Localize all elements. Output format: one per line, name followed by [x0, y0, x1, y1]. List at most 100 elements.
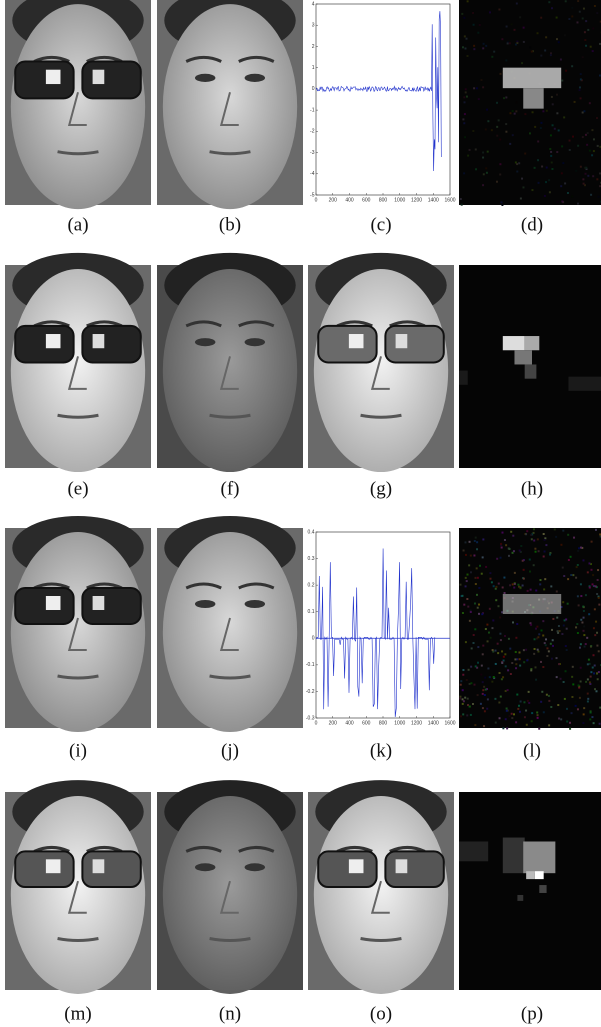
speckle [575, 626, 578, 629]
speckle [594, 528, 597, 531]
panel-caption: (h) [521, 478, 543, 499]
image-bg [459, 792, 601, 990]
speckle [560, 172, 563, 175]
speckle [533, 652, 536, 655]
speckle [594, 585, 597, 588]
speckle [599, 533, 601, 536]
speckle [469, 571, 472, 574]
speckle [543, 550, 546, 553]
speckle [511, 717, 514, 720]
speckle [561, 145, 564, 148]
speckle [459, 198, 462, 201]
speckle [546, 647, 549, 650]
speckle [494, 697, 497, 700]
speckle [531, 50, 534, 53]
x-tick-label: 600 [362, 720, 371, 726]
speckle [466, 597, 469, 600]
speckle [563, 116, 566, 119]
speckle [561, 566, 564, 569]
speckle [581, 56, 584, 59]
panel: (d) [459, 0, 601, 235]
speckle [591, 666, 594, 669]
speckle [569, 555, 572, 558]
speckle [534, 547, 537, 550]
y-tick-label: 4 [312, 1, 315, 7]
speckle [582, 629, 585, 632]
speckle [596, 644, 599, 647]
reflection [45, 859, 61, 874]
speckle [544, 49, 547, 52]
speckle [511, 583, 514, 586]
speckle [543, 588, 546, 591]
speckle [563, 619, 566, 622]
speckle [473, 683, 476, 686]
speckle [576, 595, 579, 598]
speckle [507, 547, 510, 550]
speckle [490, 581, 493, 584]
speckle [511, 110, 514, 113]
speckle [529, 46, 532, 49]
speckle [556, 616, 559, 619]
speckle [504, 665, 507, 668]
speckle [472, 11, 475, 14]
block [524, 336, 540, 351]
speckle [584, 594, 587, 597]
speckle [587, 658, 590, 661]
speckle [536, 714, 539, 717]
speckle [576, 623, 579, 626]
speckle [564, 645, 567, 648]
speckle [571, 15, 574, 18]
reflection [92, 596, 105, 610]
speckle [464, 88, 467, 91]
mouth [360, 937, 402, 942]
speckle [598, 603, 601, 606]
speckle [575, 169, 578, 172]
speckle [583, 707, 586, 710]
speckle [461, 689, 464, 692]
speckle [592, 150, 595, 153]
speckle [599, 706, 601, 709]
speckle [599, 20, 601, 23]
speckle [571, 675, 574, 678]
y-tick-label: 0.2 [308, 582, 315, 588]
speckle [562, 601, 565, 604]
speckle [544, 644, 547, 647]
speckle [463, 172, 466, 175]
lens [384, 324, 445, 364]
speckle [477, 661, 480, 664]
reflection [395, 334, 408, 349]
speckle [567, 578, 570, 581]
speckle [499, 72, 502, 75]
speckle [587, 28, 590, 31]
speckle [599, 172, 601, 175]
block [524, 364, 537, 379]
speckle [533, 166, 536, 169]
y-tick-label: 2 [312, 44, 315, 50]
speckle [536, 625, 539, 628]
speckle [500, 546, 503, 549]
speckle [594, 634, 597, 637]
panel: (e) [5, 252, 151, 499]
speckle [563, 575, 566, 578]
speckle [485, 171, 488, 174]
speckle [499, 163, 502, 166]
panel: (j) [157, 516, 303, 761]
x-tick-label: 200 [329, 720, 338, 726]
speckle [468, 564, 471, 567]
speckle [482, 644, 485, 647]
speckle [522, 186, 525, 189]
mouth [57, 150, 99, 156]
x-tick-label: 200 [329, 197, 338, 203]
speckle [519, 586, 522, 589]
speckle [576, 708, 579, 711]
speckle [462, 118, 465, 121]
speckle [516, 658, 519, 661]
speckle [526, 659, 529, 662]
speckle [491, 55, 494, 58]
speckle [562, 624, 565, 627]
speckle [586, 143, 589, 146]
speckle [545, 181, 548, 184]
speckle [533, 539, 536, 542]
lens [81, 850, 142, 889]
